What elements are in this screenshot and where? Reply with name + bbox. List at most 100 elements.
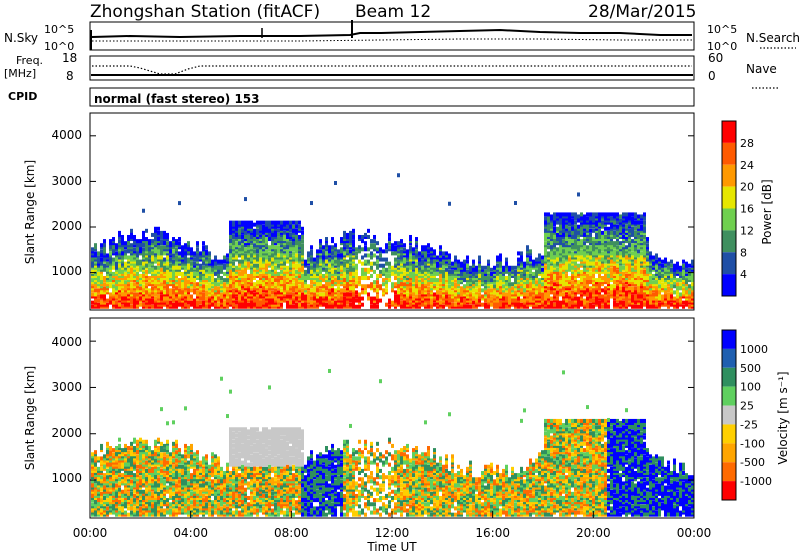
power-echo-cell <box>553 227 556 231</box>
power-echo-cell <box>370 266 373 270</box>
power-echo-cell <box>127 235 130 239</box>
power-echo-cell <box>346 305 349 309</box>
power-echo-cell <box>142 231 145 235</box>
power-echo-cell <box>379 258 382 262</box>
date-title: 28/Mar/2015 <box>588 2 696 22</box>
power-echo-cell <box>385 274 388 278</box>
power-echo-cell <box>187 294 190 298</box>
power-echo-cell <box>151 233 154 237</box>
power-echo-cell <box>166 233 169 237</box>
power-echo-cell <box>217 282 220 286</box>
power-echo-cell <box>382 270 385 274</box>
power-echo-cell <box>451 262 454 266</box>
power-echo-cell <box>379 274 382 278</box>
power-echo-cell <box>448 297 451 301</box>
power-echo-cell <box>307 266 310 270</box>
power-echo-cell <box>112 237 115 241</box>
power-echo-cell <box>307 258 310 262</box>
power-echo-cell <box>586 245 589 249</box>
power-echo-cell <box>118 303 121 307</box>
power-echo-cell <box>448 284 451 288</box>
power-echo-cell <box>274 282 277 286</box>
power-echo-cell <box>295 303 298 307</box>
power-echo-cell <box>202 266 205 270</box>
power-echo-cell <box>100 243 103 247</box>
power-echo-cell <box>244 221 247 225</box>
power-echo-cell <box>547 264 550 268</box>
power-echo-cell <box>415 294 418 298</box>
power-echo-cell <box>586 212 589 216</box>
power-echo-cell <box>163 258 166 262</box>
power-echo-cell <box>91 247 94 251</box>
power-echo-cell <box>439 294 442 298</box>
power-echo-cell <box>394 245 397 249</box>
power-echo-cell <box>145 270 148 274</box>
power-echo-cell <box>370 274 373 278</box>
power-echo-cell <box>568 239 571 243</box>
power-echo-cell <box>622 286 625 290</box>
power-echo-cell <box>463 260 466 264</box>
power-echo-cell <box>241 235 244 239</box>
power-echo-cell <box>145 237 148 241</box>
power-echo-cell <box>388 237 391 241</box>
power-echo-cell <box>232 239 235 243</box>
power-echo-cell <box>274 278 277 282</box>
power-echo-cell <box>373 303 376 307</box>
power-echo-cell <box>382 249 385 253</box>
power-echo-cell <box>454 256 457 260</box>
power-echo-cell <box>295 221 298 225</box>
power-echo-cell <box>439 278 442 282</box>
power-echo-cell <box>292 221 295 225</box>
power-echo-cell <box>214 256 217 260</box>
power-echo-cell <box>265 249 268 253</box>
power-echo-cell <box>127 268 130 272</box>
power-echo-cell <box>217 303 220 307</box>
power-echo-cell <box>361 235 364 239</box>
power-echo-cell <box>190 301 193 305</box>
power-echo-cell <box>310 288 313 292</box>
power-echo-cell <box>301 303 304 307</box>
power-echo-cell <box>304 270 307 274</box>
power-echo-cell <box>283 278 286 282</box>
power-echo-cell <box>559 264 562 268</box>
power-echo-cell <box>136 239 139 243</box>
power-echo-cell <box>385 280 388 284</box>
power-echo-cell <box>544 241 547 245</box>
power-echo-cell <box>592 299 595 303</box>
power-echo-cell <box>388 245 391 249</box>
power-echo-cell <box>292 292 295 296</box>
power-echo-cell <box>619 241 622 245</box>
power-echo-cell <box>388 241 391 245</box>
power-echo-cell <box>547 212 550 216</box>
power-echo-cell <box>319 260 322 264</box>
power-echo-cell <box>415 262 418 266</box>
power-echo-cell <box>547 290 550 294</box>
power-echo-cell <box>394 276 397 280</box>
power-echo-cell <box>514 270 517 274</box>
power-echo-cell <box>454 292 457 296</box>
power-echo-cell <box>385 243 388 247</box>
power-echo-cell <box>424 245 427 249</box>
power-echo-cell <box>259 288 262 292</box>
power-echo-cell <box>184 243 187 247</box>
power-echo-cell <box>118 239 121 243</box>
power-echo-cell <box>280 270 283 274</box>
power-echo-cell <box>448 202 451 206</box>
power-echo-cell <box>613 241 616 245</box>
power-echo-cell <box>316 249 319 253</box>
power-echo-cell <box>415 278 418 282</box>
power-echo-cell <box>232 268 235 272</box>
power-echo-cell <box>604 227 607 231</box>
power-echo-cell <box>94 292 97 296</box>
power-echo-cell <box>157 231 160 235</box>
power-echo-cell <box>247 249 250 253</box>
power-echo-cell <box>556 268 559 272</box>
power-echo-cell <box>565 212 568 216</box>
power-echo-cell <box>481 266 484 270</box>
power-echo-cell <box>619 280 622 284</box>
power-echo-cell <box>169 288 172 292</box>
power-echo-cell <box>256 253 259 257</box>
power-echo-cell <box>532 272 535 276</box>
power-echo-cell <box>580 212 583 216</box>
power-echo-cell <box>346 276 349 280</box>
